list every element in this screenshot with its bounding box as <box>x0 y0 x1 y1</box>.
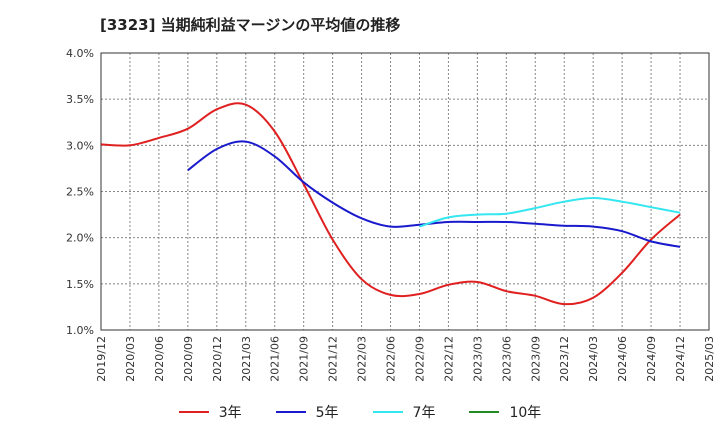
x-tick-label: 2020/03 <box>124 336 137 382</box>
legend: 3年 5年 7年 10年 <box>0 402 720 422</box>
grid <box>101 53 709 330</box>
x-tick-label: 2024/09 <box>645 336 658 382</box>
x-tick-label: 2023/03 <box>471 336 484 382</box>
legend-label: 10年 <box>509 405 542 421</box>
y-tick-label: 2.5% <box>66 186 94 199</box>
legend-label: 3年 <box>218 405 242 421</box>
x-tick-label: 2021/06 <box>269 336 282 382</box>
x-tick-label: 2023/09 <box>529 336 542 382</box>
legend-item-0: 3年 <box>178 402 242 422</box>
series-line-1 <box>187 140 681 248</box>
x-tick-label: 2021/12 <box>327 336 340 382</box>
legend-swatch <box>372 411 403 413</box>
y-tick-label: 1.5% <box>66 278 94 291</box>
x-tick-label: 2020/12 <box>211 336 224 382</box>
x-tick-label: 2024/03 <box>587 336 600 382</box>
legend-item-2: 7年 <box>372 402 436 422</box>
x-tick-label: 2022/06 <box>385 336 398 382</box>
legend-label: 7年 <box>412 405 436 421</box>
x-tick-label: 2021/03 <box>240 336 253 382</box>
x-tick-label: 2023/12 <box>558 336 571 382</box>
y-tick-label: 3.0% <box>66 139 94 152</box>
legend-swatch <box>469 411 500 413</box>
y-tick-label: 1.0% <box>66 324 94 337</box>
legend-item-3: 10年 <box>469 402 541 422</box>
legend-swatch <box>178 411 209 413</box>
x-tick-label: 2020/06 <box>153 336 166 382</box>
series-line-2 <box>419 196 681 228</box>
legend-item-1: 5年 <box>275 402 339 422</box>
x-tick-label: 2022/09 <box>413 336 426 382</box>
y-tick-label: 3.5% <box>66 93 94 106</box>
series-lines <box>100 102 681 306</box>
x-tick-label: 2020/09 <box>182 336 195 382</box>
x-tick-label: 2022/03 <box>356 336 369 382</box>
series-line-0 <box>100 102 681 306</box>
legend-label: 5年 <box>315 405 339 421</box>
x-tick-label: 2019/12 <box>95 336 108 382</box>
legend-swatch <box>275 411 306 413</box>
x-tick-label: 2025/03 <box>703 336 716 382</box>
axes: 2019/12 2020/03 2020/06 2020/09 2020/12 2021/… <box>66 47 716 382</box>
y-tick-label: 4.0% <box>66 47 94 60</box>
x-tick-label: 2023/06 <box>500 336 513 382</box>
x-tick-label: 2024/06 <box>616 336 629 382</box>
chart-title: [3323] 当期純利益マージンの平均値の推移 <box>100 16 401 34</box>
x-tick-label: 2021/09 <box>298 336 311 382</box>
plot-frame <box>100 52 710 331</box>
y-tick-label: 2.0% <box>66 232 94 245</box>
x-tick-label: 2024/12 <box>674 336 687 382</box>
x-tick-label: 2022/12 <box>442 336 455 382</box>
